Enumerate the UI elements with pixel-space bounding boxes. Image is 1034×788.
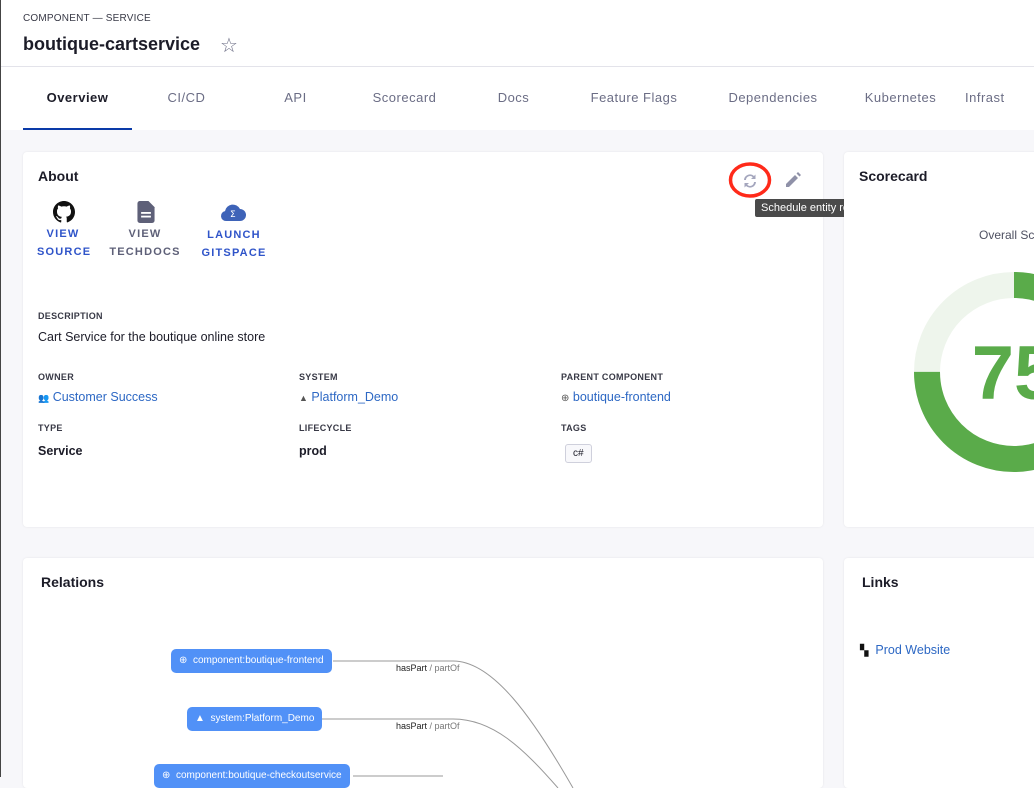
tag-chip[interactable]: c# (565, 444, 592, 463)
group-icon: 👥 (38, 393, 50, 403)
edge-inverse: / partOf (429, 721, 460, 731)
scorecard-card: Scorecard Overall Sc 75 (844, 152, 1034, 527)
tab-kubernetes[interactable]: Kubernetes (864, 90, 937, 105)
launch-gitspace-line1: LAUNCH (207, 229, 261, 241)
system-value: Platform_Demo (311, 390, 399, 404)
node-label: system:Platform_Demo (210, 713, 315, 724)
link-prod-website[interactable]: ▚ Prod Website (860, 643, 950, 657)
github-icon (53, 201, 75, 223)
relation-node-checkout[interactable]: ⊕ component:boutique-checkoutservice (154, 764, 350, 788)
view-source-line2: SOURCE (37, 246, 92, 258)
score-value: 75 (972, 331, 1034, 416)
component-icon: ⊕ (561, 393, 570, 404)
dashboard-icon: ▚ (860, 645, 869, 657)
system-link[interactable]: ▲ Platform_Demo (299, 390, 398, 404)
view-source-line1: VIEW (46, 228, 80, 240)
page-header: COMPONENT — SERVICE boutique-cartservice… (1, 0, 1034, 67)
about-title: About (38, 168, 79, 184)
tab-dependencies[interactable]: Dependencies (728, 90, 818, 105)
launch-gitspace-line2: GITSPACE (201, 247, 267, 259)
tab-cicd[interactable]: CI/CD (167, 90, 206, 105)
tags-label: TAGS (561, 423, 587, 433)
description-label: DESCRIPTION (38, 311, 103, 321)
lifecycle-value: prod (299, 444, 327, 458)
system-icon: ▲ (299, 393, 308, 403)
component-icon: ⊕ (162, 770, 171, 781)
relation-node-frontend[interactable]: ⊕ component:boutique-frontend (171, 649, 332, 673)
relation-node-system[interactable]: ▲ system:Platform_Demo (187, 707, 323, 731)
system-label: SYSTEM (299, 372, 338, 382)
star-icon[interactable]: ☆ (220, 35, 238, 57)
node-label: component:boutique-frontend (192, 655, 324, 666)
edge-relation: hasPart (396, 721, 428, 731)
tab-docs[interactable]: Docs (497, 90, 530, 105)
edge-label: hasPart / partOf (396, 663, 460, 673)
owner-label: OWNER (38, 372, 74, 382)
edge-inverse: / partOf (429, 663, 460, 673)
parent-component-link[interactable]: ⊕ boutique-frontend (561, 390, 671, 404)
tab-infrastructure[interactable]: Infrast (965, 90, 1005, 105)
edit-icon[interactable] (784, 171, 802, 189)
links-card: Links ▚ Prod Website (844, 558, 1034, 788)
refresh-icon[interactable] (740, 171, 760, 191)
system-icon: ▲ (195, 713, 205, 724)
relations-edges (319, 660, 574, 788)
tab-api[interactable]: API (284, 90, 307, 105)
tab-bar: Overview CI/CD API Scorecard Docs Featur… (1, 67, 1034, 130)
tab-overview[interactable]: Overview (23, 67, 132, 130)
score-arc (914, 272, 1034, 472)
parent-component-value: boutique-frontend (572, 390, 671, 404)
relations-card: Relations ⊕ component:boutique-frontend … (23, 558, 823, 788)
links-title: Links (862, 574, 899, 590)
node-label: component:boutique-checkoutservice (175, 770, 342, 781)
about-card: About VIEW SOURCE VIEW TECHDOCS Σ LAUNCH GI… (23, 152, 823, 527)
owner-link[interactable]: 👥 Customer Success (38, 390, 158, 404)
type-label: TYPE (38, 423, 63, 433)
refresh-highlight-circle (728, 162, 772, 198)
overall-score-label: Overall Sc (979, 228, 1034, 242)
cloud-icon: Σ (220, 204, 246, 221)
score-donut: 75 (914, 272, 1034, 472)
tab-feature-flags[interactable]: Feature Flags (590, 90, 678, 105)
tab-scorecard[interactable]: Scorecard (372, 90, 437, 105)
owner-value: Customer Success (52, 390, 158, 404)
svg-text:Σ: Σ (230, 210, 236, 220)
view-techdocs-line1: VIEW (128, 228, 162, 240)
page-title: boutique-cartservice (23, 34, 201, 54)
link-label: Prod Website (875, 643, 951, 657)
edge-relation: hasPart (396, 663, 428, 673)
relations-title: Relations (41, 574, 105, 590)
type-value: Service (38, 444, 83, 458)
lifecycle-label: LIFECYCLE (299, 423, 352, 433)
document-icon (137, 201, 155, 223)
component-icon: ⊕ (179, 655, 188, 666)
edge-label: hasPart / partOf (396, 721, 460, 731)
entity-kind: COMPONENT — SERVICE (23, 13, 151, 24)
scorecard-title: Scorecard (859, 168, 928, 184)
description-value: Cart Service for the boutique online sto… (38, 330, 266, 344)
parent-component-label: PARENT COMPONENT (561, 372, 664, 382)
view-techdocs-line2: TECHDOCS (109, 246, 181, 258)
